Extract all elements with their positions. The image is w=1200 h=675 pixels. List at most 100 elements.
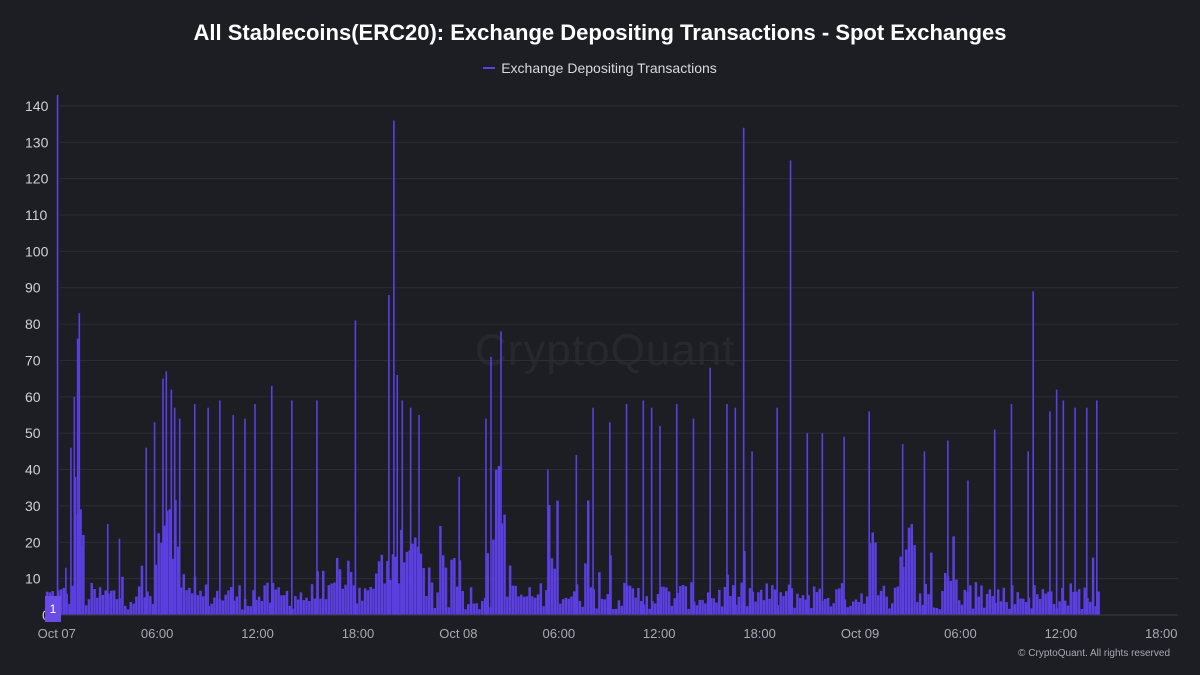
bar[interactable] — [162, 378, 164, 615]
bar[interactable] — [396, 375, 399, 615]
bar[interactable] — [93, 588, 96, 615]
bar[interactable] — [441, 555, 445, 615]
bar[interactable] — [168, 509, 172, 615]
bar[interactable] — [757, 592, 760, 615]
bar[interactable] — [1083, 587, 1086, 615]
bar[interactable] — [1013, 604, 1017, 615]
bar[interactable] — [1055, 389, 1058, 615]
bar[interactable] — [675, 404, 678, 615]
bar[interactable] — [383, 583, 386, 615]
bar[interactable] — [163, 525, 166, 615]
bar[interactable] — [508, 565, 512, 615]
bar[interactable] — [73, 396, 76, 615]
bar[interactable] — [333, 582, 336, 615]
bar[interactable] — [188, 587, 191, 615]
bar[interactable] — [349, 572, 353, 615]
bar[interactable] — [1044, 593, 1047, 615]
bar[interactable] — [670, 605, 674, 615]
bar[interactable] — [542, 606, 545, 615]
bar[interactable] — [679, 586, 682, 615]
bar[interactable] — [238, 585, 241, 615]
bar[interactable] — [229, 587, 233, 615]
bar[interactable] — [904, 549, 908, 615]
bar[interactable] — [299, 592, 303, 615]
bar[interactable] — [787, 584, 791, 615]
bar[interactable] — [210, 603, 213, 615]
bar[interactable] — [923, 451, 926, 615]
bar[interactable] — [625, 404, 628, 615]
bar[interactable] — [126, 609, 130, 615]
bar[interactable] — [938, 609, 941, 615]
bar[interactable] — [665, 587, 668, 615]
bar[interactable] — [374, 573, 378, 615]
bar[interactable] — [667, 591, 671, 615]
bar[interactable] — [790, 588, 794, 615]
bar[interactable] — [863, 603, 866, 615]
bar[interactable] — [553, 568, 557, 615]
bar[interactable] — [815, 592, 819, 615]
bar[interactable] — [807, 595, 810, 615]
bar[interactable] — [918, 593, 922, 615]
bar[interactable] — [355, 603, 358, 615]
bar[interactable] — [810, 608, 813, 615]
bar[interactable] — [631, 588, 635, 615]
bar[interactable] — [773, 589, 777, 615]
bar[interactable] — [662, 586, 665, 615]
bar[interactable] — [840, 583, 844, 615]
bar[interactable] — [522, 596, 526, 615]
bar[interactable] — [1061, 588, 1064, 615]
bar[interactable] — [76, 338, 79, 615]
bar[interactable] — [729, 595, 732, 615]
bar[interactable] — [469, 587, 473, 615]
bar[interactable] — [899, 556, 902, 615]
bar[interactable] — [458, 476, 460, 615]
bar[interactable] — [402, 562, 406, 615]
bar[interactable] — [480, 601, 484, 615]
bar[interactable] — [935, 607, 939, 615]
bar[interactable] — [394, 556, 398, 615]
bar[interactable] — [1002, 587, 1006, 615]
bar[interactable] — [639, 601, 643, 615]
bar[interactable] — [467, 604, 470, 615]
bar[interactable] — [249, 606, 252, 615]
bar[interactable] — [190, 593, 194, 615]
bar[interactable] — [645, 596, 649, 615]
bar[interactable] — [1022, 598, 1025, 615]
bar[interactable] — [567, 598, 570, 615]
bar[interactable] — [310, 584, 314, 615]
bar[interactable] — [595, 608, 598, 615]
bar[interactable] — [796, 593, 799, 615]
bar[interactable] — [561, 599, 565, 615]
bar[interactable] — [285, 590, 289, 615]
bar[interactable] — [252, 590, 255, 615]
bar[interactable] — [971, 608, 975, 615]
bar[interactable] — [947, 440, 949, 615]
bar[interactable] — [930, 552, 933, 615]
bar[interactable] — [425, 596, 428, 615]
bar[interactable] — [547, 504, 551, 615]
bar[interactable] — [1063, 600, 1067, 615]
bar[interactable] — [514, 585, 517, 615]
bar[interactable] — [165, 371, 168, 615]
bar[interactable] — [444, 567, 448, 615]
bar[interactable] — [913, 545, 916, 615]
bar[interactable] — [464, 609, 467, 615]
bar[interactable] — [804, 599, 808, 615]
bar[interactable] — [296, 599, 300, 615]
bar[interactable] — [87, 599, 91, 615]
bar[interactable] — [996, 589, 1000, 615]
bar[interactable] — [221, 600, 225, 615]
bar[interactable] — [280, 595, 283, 615]
bar[interactable] — [427, 567, 431, 615]
bar[interactable] — [843, 436, 845, 615]
bar[interactable] — [170, 389, 173, 615]
bar[interactable] — [868, 411, 870, 615]
bar[interactable] — [347, 560, 350, 615]
bar[interactable] — [734, 407, 737, 615]
bar[interactable] — [369, 586, 372, 615]
bar[interactable] — [690, 582, 693, 615]
bar[interactable] — [185, 590, 188, 615]
bar[interactable] — [692, 418, 695, 615]
bar[interactable] — [81, 545, 84, 615]
bar[interactable] — [556, 500, 559, 615]
